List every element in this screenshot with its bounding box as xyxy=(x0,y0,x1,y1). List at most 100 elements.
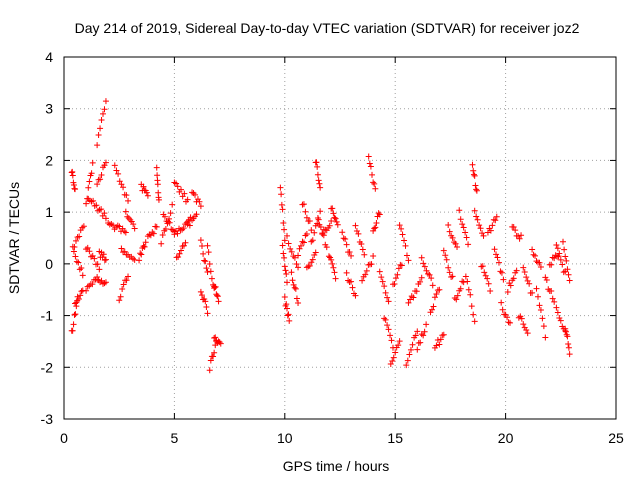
data-point xyxy=(295,300,302,307)
data-point xyxy=(484,275,491,282)
data-point xyxy=(334,221,341,228)
x-tick-label: 10 xyxy=(277,430,293,446)
data-point xyxy=(306,262,313,269)
data-point xyxy=(69,168,76,175)
data-point xyxy=(539,315,546,322)
data-point xyxy=(308,227,315,234)
data-point xyxy=(362,271,369,278)
data-point xyxy=(113,167,120,174)
data-point xyxy=(122,229,129,236)
data-point xyxy=(295,252,302,259)
data-point xyxy=(100,110,107,117)
data-point xyxy=(184,221,191,228)
data-point xyxy=(101,280,108,287)
data-point xyxy=(491,246,498,253)
data-point xyxy=(500,276,507,283)
data-point xyxy=(471,318,478,325)
data-point xyxy=(121,248,128,255)
data-point xyxy=(89,281,96,288)
data-point xyxy=(562,253,569,260)
data-point xyxy=(101,106,108,113)
data-point xyxy=(470,171,477,178)
data-point xyxy=(398,225,405,232)
data-point xyxy=(396,222,403,229)
data-point xyxy=(290,281,297,288)
data-point xyxy=(302,208,309,215)
data-point xyxy=(385,326,392,333)
data-point xyxy=(404,357,411,364)
data-point xyxy=(559,261,566,268)
data-point xyxy=(434,337,441,344)
data-point xyxy=(204,310,211,317)
data-point xyxy=(285,240,292,247)
data-point xyxy=(542,274,549,281)
data-point xyxy=(207,268,214,275)
chart-title: Day 214 of 2019, Sidereal Day-to-day VTE… xyxy=(75,20,580,36)
data-point xyxy=(72,311,79,318)
data-point xyxy=(537,306,544,313)
data-point xyxy=(343,269,350,276)
data-point xyxy=(200,250,207,257)
data-point xyxy=(116,297,123,304)
data-point xyxy=(78,288,85,295)
data-point xyxy=(174,230,181,237)
data-point xyxy=(281,263,288,270)
data-point xyxy=(534,293,541,300)
data-point xyxy=(281,294,288,301)
data-point xyxy=(79,272,86,279)
data-point xyxy=(489,222,496,229)
data-point xyxy=(417,339,424,346)
data-point xyxy=(122,208,129,215)
data-point xyxy=(512,227,519,234)
data-point xyxy=(296,245,303,252)
data-point xyxy=(524,277,531,284)
data-point xyxy=(464,278,471,285)
data-point xyxy=(70,181,77,188)
data-point xyxy=(205,249,212,256)
data-point xyxy=(179,226,186,233)
data-point xyxy=(363,267,370,274)
data-point xyxy=(72,300,79,307)
data-point xyxy=(159,232,166,239)
data-point xyxy=(554,245,561,252)
data-point xyxy=(102,279,109,286)
data-point xyxy=(437,336,444,343)
data-point xyxy=(212,334,219,341)
data-point xyxy=(410,294,417,301)
data-point xyxy=(124,213,131,220)
data-point xyxy=(369,171,376,178)
data-point xyxy=(174,183,181,190)
data-point xyxy=(120,281,127,288)
data-point xyxy=(542,334,549,341)
data-point xyxy=(548,287,555,294)
data-point xyxy=(420,260,427,267)
data-point xyxy=(136,257,143,264)
data-point xyxy=(549,295,556,302)
data-point xyxy=(515,233,522,240)
data-point xyxy=(319,231,326,238)
data-point xyxy=(379,278,386,285)
data-point xyxy=(516,235,523,242)
data-point xyxy=(308,259,315,266)
data-point xyxy=(381,283,388,290)
data-point xyxy=(414,346,421,353)
data-point xyxy=(285,311,292,318)
data-point xyxy=(521,268,528,275)
data-point xyxy=(69,172,76,179)
data-point xyxy=(181,190,188,197)
data-point xyxy=(192,191,199,198)
data-point xyxy=(283,270,290,277)
data-point xyxy=(85,184,92,191)
data-point xyxy=(375,210,382,217)
data-point xyxy=(176,250,183,257)
data-point xyxy=(403,252,410,259)
data-point xyxy=(308,238,315,245)
data-point xyxy=(118,245,125,252)
data-point xyxy=(402,242,409,249)
plot-frame xyxy=(63,56,617,420)
data-point xyxy=(214,292,221,299)
data-point xyxy=(202,258,209,265)
data-point xyxy=(101,210,108,217)
data-point xyxy=(331,214,338,221)
data-point xyxy=(395,265,402,272)
